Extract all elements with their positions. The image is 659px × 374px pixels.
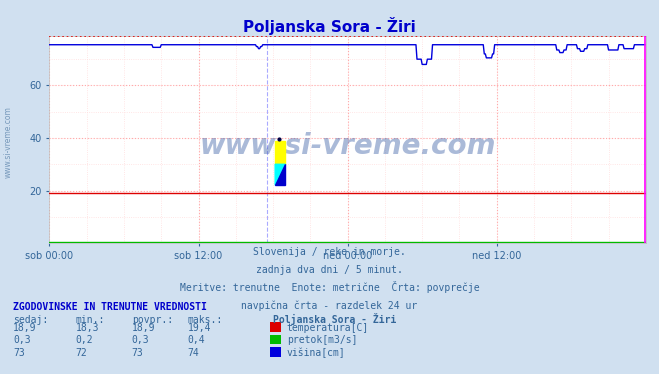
Text: 72: 72 bbox=[76, 348, 88, 358]
Polygon shape bbox=[275, 164, 285, 185]
Text: 18,9: 18,9 bbox=[132, 323, 156, 333]
Text: višina[cm]: višina[cm] bbox=[287, 347, 345, 358]
Text: 0,3: 0,3 bbox=[132, 335, 150, 345]
Text: povpr.:: povpr.: bbox=[132, 315, 173, 325]
Text: 19,4: 19,4 bbox=[188, 323, 212, 333]
Text: pretok[m3/s]: pretok[m3/s] bbox=[287, 335, 357, 345]
Text: Meritve: trenutne  Enote: metrične  Črta: povprečje: Meritve: trenutne Enote: metrične Črta: … bbox=[180, 281, 479, 293]
Text: min.:: min.: bbox=[76, 315, 105, 325]
Text: Poljanska Sora - Žiri: Poljanska Sora - Žiri bbox=[243, 17, 416, 35]
Text: navpična črta - razdelek 24 ur: navpična črta - razdelek 24 ur bbox=[241, 300, 418, 311]
Text: 0,2: 0,2 bbox=[76, 335, 94, 345]
Text: 18,3: 18,3 bbox=[76, 323, 100, 333]
Text: Poljanska Sora - Žiri: Poljanska Sora - Žiri bbox=[273, 313, 397, 325]
Text: 18,9: 18,9 bbox=[13, 323, 37, 333]
Text: 0,3: 0,3 bbox=[13, 335, 31, 345]
Text: 73: 73 bbox=[13, 348, 25, 358]
Text: 0,4: 0,4 bbox=[188, 335, 206, 345]
Polygon shape bbox=[275, 164, 285, 185]
Text: 73: 73 bbox=[132, 348, 144, 358]
Text: sedaj:: sedaj: bbox=[13, 315, 48, 325]
Text: www.si-vreme.com: www.si-vreme.com bbox=[200, 132, 496, 160]
Bar bbox=[275, 141, 285, 164]
Text: zadnja dva dni / 5 minut.: zadnja dva dni / 5 minut. bbox=[256, 265, 403, 275]
Text: maks.:: maks.: bbox=[188, 315, 223, 325]
Text: ZGODOVINSKE IN TRENUTNE VREDNOSTI: ZGODOVINSKE IN TRENUTNE VREDNOSTI bbox=[13, 303, 207, 312]
Text: temperatura[C]: temperatura[C] bbox=[287, 323, 369, 333]
Text: www.si-vreme.com: www.si-vreme.com bbox=[3, 106, 13, 178]
Text: Slovenija / reke in morje.: Slovenija / reke in morje. bbox=[253, 247, 406, 257]
Text: 74: 74 bbox=[188, 348, 200, 358]
